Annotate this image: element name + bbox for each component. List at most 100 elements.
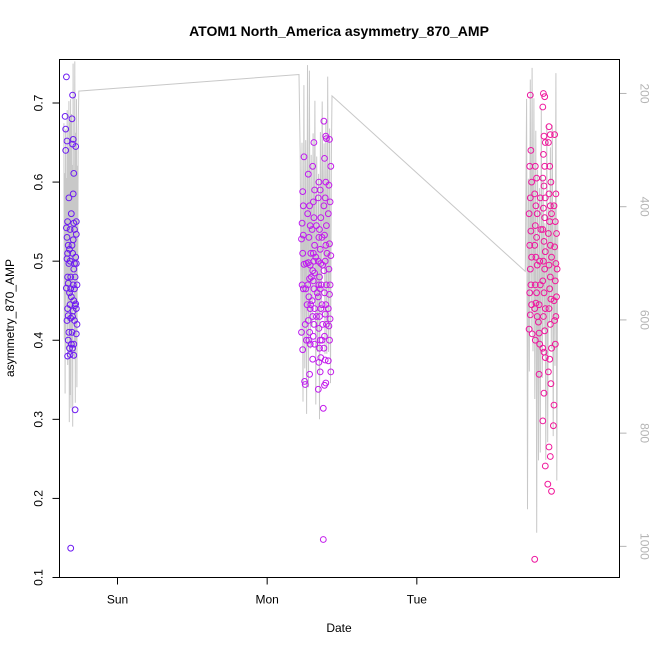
- data-point: [533, 210, 541, 218]
- data-point: [531, 555, 539, 563]
- data-point: [546, 273, 554, 281]
- data-point: [553, 230, 560, 237]
- data-point: [531, 162, 539, 170]
- data-point: [64, 241, 72, 249]
- data-point: [321, 381, 328, 389]
- data-point: [69, 190, 77, 198]
- data-point: [65, 194, 73, 202]
- data-point: [303, 301, 311, 309]
- data-point: [304, 210, 312, 218]
- data-point: [545, 305, 553, 313]
- y-tick-label: 0.3: [32, 411, 46, 428]
- data-point: [313, 313, 320, 320]
- data-point: [540, 204, 547, 212]
- data-point: [546, 321, 554, 328]
- data-point: [321, 356, 329, 364]
- data-point: [306, 340, 314, 348]
- x-tick-label: Mon: [255, 593, 278, 607]
- data-point: [546, 162, 554, 170]
- data-point: [551, 340, 559, 348]
- data-point: [546, 453, 554, 460]
- data-point: [299, 285, 307, 293]
- data-point: [63, 73, 70, 81]
- data-point: [320, 344, 328, 352]
- y-tick-label: 0.1: [32, 569, 46, 586]
- data-point: [528, 178, 535, 186]
- data-point: [546, 241, 554, 249]
- data-point: [68, 115, 76, 123]
- data-point: [300, 153, 308, 161]
- data-point: [540, 90, 547, 97]
- data-point: [309, 198, 317, 206]
- data-point: [531, 281, 539, 289]
- data-point: [66, 301, 74, 309]
- data-point: [303, 260, 310, 267]
- data-point: [315, 281, 323, 289]
- y-axis: 0.1 0.2 0.3 0.4 0.5 0.6 0.7: [32, 94, 60, 586]
- data-point: [72, 330, 80, 338]
- data-point: [551, 218, 559, 226]
- data-point: [533, 234, 540, 241]
- data-point: [314, 194, 322, 202]
- data-point: [541, 194, 549, 202]
- plot-frame: [59, 59, 620, 578]
- data-point: [70, 351, 78, 359]
- data-point: [313, 289, 321, 297]
- data-point: [72, 260, 80, 267]
- data-point: [531, 241, 539, 249]
- data-point: [537, 226, 545, 233]
- right-tick-label: 400: [638, 197, 650, 217]
- data-point: [324, 210, 332, 218]
- data-point: [526, 241, 534, 249]
- data-point: [525, 210, 533, 218]
- data-point: [69, 313, 76, 320]
- data-point: [546, 202, 554, 210]
- data-point: [72, 253, 80, 261]
- data-point: [304, 281, 312, 289]
- data-point: [551, 131, 558, 139]
- data-point: [546, 131, 554, 139]
- data-point: [541, 93, 549, 101]
- data-point: [299, 346, 307, 354]
- data-point: [309, 355, 317, 363]
- data-point: [70, 170, 78, 177]
- data-point: [72, 305, 80, 313]
- data-point: [541, 248, 549, 256]
- data-point: [320, 202, 328, 210]
- data-point: [299, 188, 307, 196]
- data-point: [526, 91, 534, 99]
- data-point: [65, 328, 73, 336]
- data-point: [313, 222, 320, 230]
- data-point: [305, 336, 313, 344]
- data-point: [66, 344, 73, 352]
- data-point: [70, 340, 78, 348]
- data-point: [541, 139, 549, 146]
- data-point: [308, 273, 315, 281]
- data-point: [321, 194, 329, 202]
- data-point: [301, 378, 309, 385]
- x-tick-label: Tue: [407, 593, 428, 607]
- data-point: [527, 227, 535, 235]
- data-point: [541, 305, 549, 313]
- data-point: [325, 265, 333, 273]
- data-point: [309, 162, 317, 170]
- data-point: [553, 265, 561, 273]
- data-point: [63, 284, 70, 292]
- data-point: [319, 261, 327, 269]
- data-point: [550, 297, 558, 305]
- data-point: [302, 285, 310, 293]
- data-point: [541, 162, 549, 170]
- data-point: [72, 230, 80, 238]
- data-point: [545, 261, 553, 269]
- data-point: [316, 186, 324, 194]
- series-line: [63, 61, 559, 533]
- data-point: [325, 181, 333, 189]
- data-point: [526, 265, 534, 273]
- data-point: [525, 325, 533, 333]
- data-point: [318, 301, 326, 309]
- y-tick-label: 0.5: [32, 253, 46, 270]
- data-point: [322, 241, 330, 249]
- data-point: [548, 487, 555, 495]
- data-point: [541, 354, 549, 362]
